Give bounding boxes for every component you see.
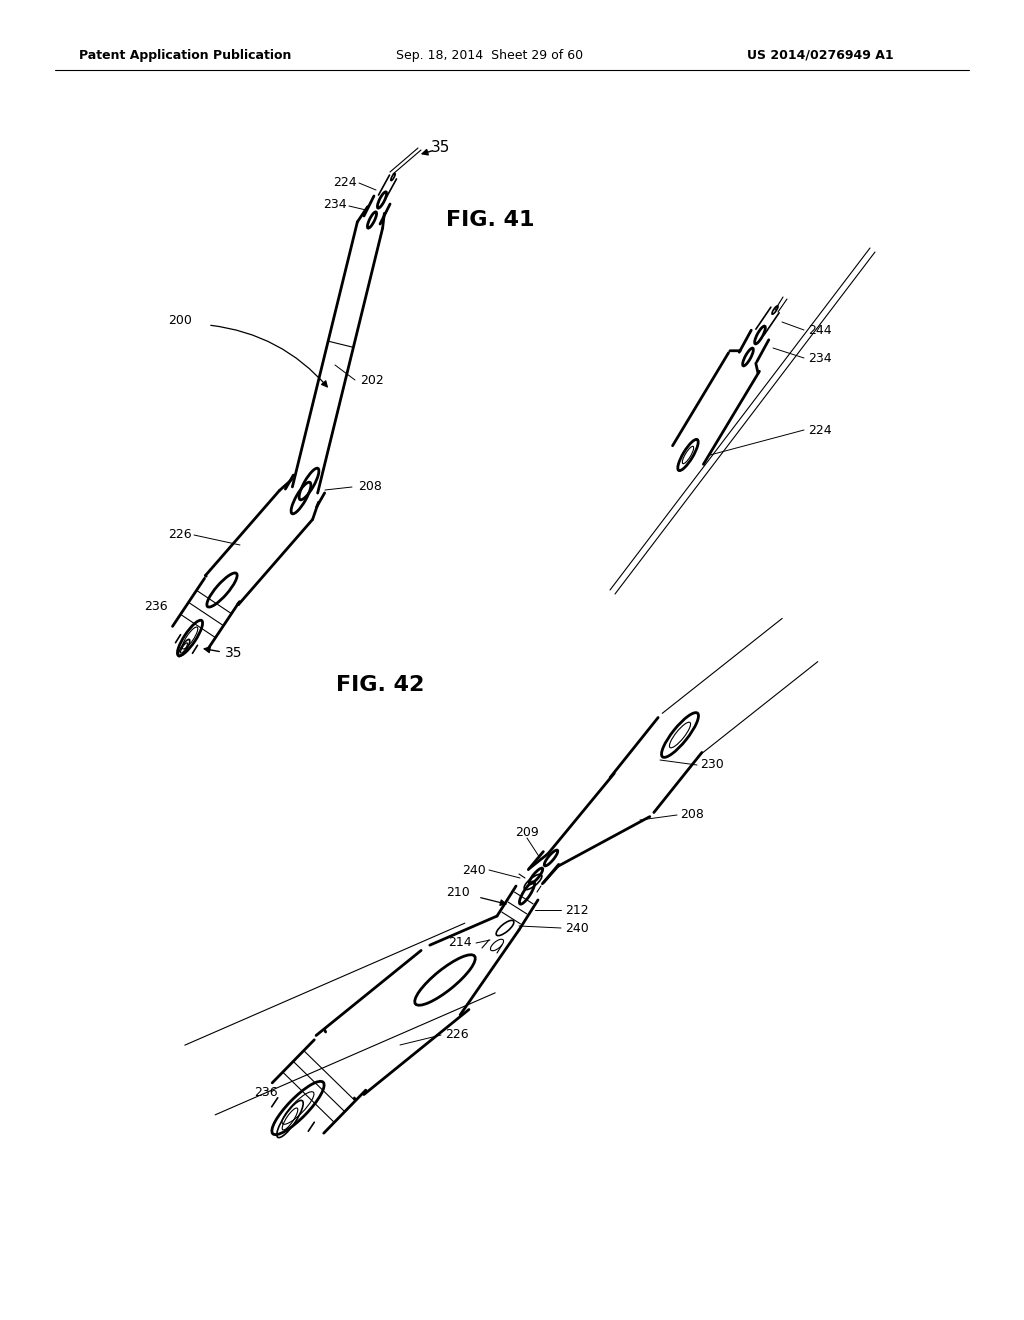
Text: 209: 209 [515,826,539,840]
Text: 210: 210 [446,887,470,899]
Text: 240: 240 [462,863,486,876]
Text: 200: 200 [168,314,193,326]
Text: 35: 35 [225,645,243,660]
Text: 234: 234 [324,198,347,211]
Text: 240: 240 [565,921,589,935]
Text: 224: 224 [334,176,357,189]
Text: 226: 226 [168,528,193,541]
Text: US 2014/0276949 A1: US 2014/0276949 A1 [746,49,893,62]
Text: 234: 234 [808,351,831,364]
Text: 35: 35 [430,140,450,156]
Text: 226: 226 [445,1028,469,1041]
Text: 244: 244 [808,323,831,337]
Text: Sep. 18, 2014  Sheet 29 of 60: Sep. 18, 2014 Sheet 29 of 60 [396,49,584,62]
Text: FIG. 41: FIG. 41 [445,210,535,230]
Text: 208: 208 [358,480,382,494]
Text: 224: 224 [808,424,831,437]
Text: 236: 236 [254,1085,278,1098]
Text: 214: 214 [449,936,472,949]
Text: Patent Application Publication: Patent Application Publication [79,49,291,62]
Text: 212: 212 [565,903,589,916]
Text: 230: 230 [700,759,724,771]
Text: 236: 236 [144,599,168,612]
Text: FIG. 42: FIG. 42 [336,675,424,696]
Text: 202: 202 [360,374,384,387]
Text: 208: 208 [680,808,703,821]
